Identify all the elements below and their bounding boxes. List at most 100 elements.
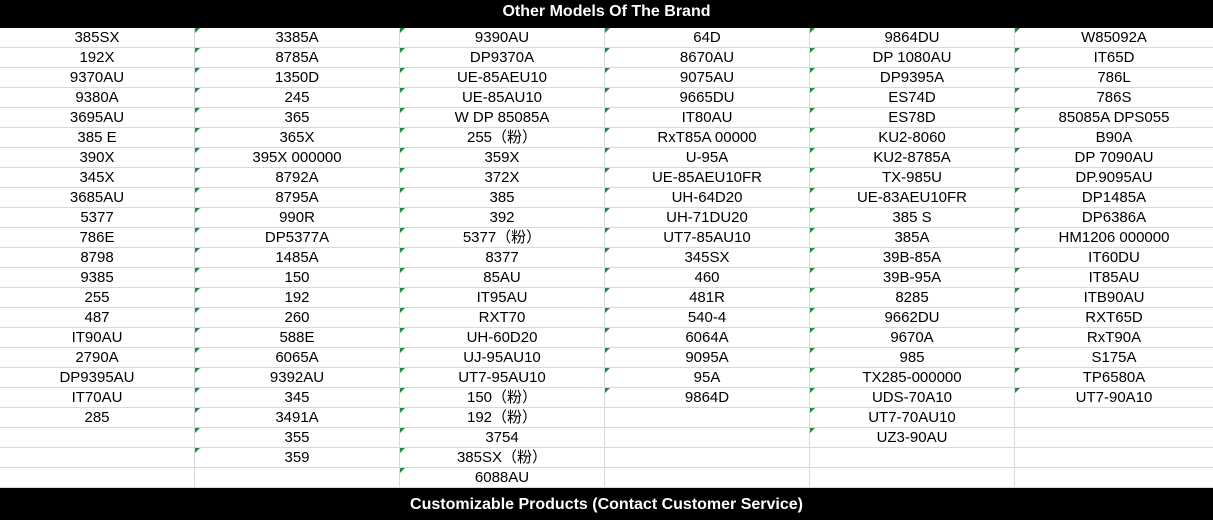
table-cell: [1015, 408, 1213, 428]
table-cell: 192（粉）: [400, 408, 605, 428]
table-cell: DP9395AU: [0, 368, 195, 388]
table-cell: [1015, 428, 1213, 448]
table-cell: RxT85A 00000: [605, 128, 810, 148]
table-cell: 9665DU: [605, 88, 810, 108]
table-cell: 3695AU: [0, 108, 195, 128]
table-cell: 365: [195, 108, 400, 128]
table-cell: ITB90AU: [1015, 288, 1213, 308]
table-cell: DP5377A: [195, 228, 400, 248]
table-cell: 460: [605, 268, 810, 288]
table-cell: DP1485A: [1015, 188, 1213, 208]
table-cell: UH-64D20: [605, 188, 810, 208]
table-cell: B90A: [1015, 128, 1213, 148]
table-cell: 6088AU: [400, 468, 605, 488]
table-cell: 359X: [400, 148, 605, 168]
table-cell: 255: [0, 288, 195, 308]
table-cell: 390X: [0, 148, 195, 168]
table-cell: 85AU: [400, 268, 605, 288]
table-cell: 8792A: [195, 168, 400, 188]
table-cell: [1015, 468, 1213, 488]
table-cell: UE-83AEU10FR: [810, 188, 1015, 208]
table-cell: UH-71DU20: [605, 208, 810, 228]
table-cell: RXT65D: [1015, 308, 1213, 328]
table-cell: 385 E: [0, 128, 195, 148]
table-cell: 9380A: [0, 88, 195, 108]
table-cell: U-95A: [605, 148, 810, 168]
table-cell: 9392AU: [195, 368, 400, 388]
table-cell: UT7-70AU10: [810, 408, 1015, 428]
table-cell: [810, 448, 1015, 468]
table-cell: 8670AU: [605, 48, 810, 68]
table-cell: 395X 000000: [195, 148, 400, 168]
table-cell: KU2-8060: [810, 128, 1015, 148]
table-cell: 39B-85A: [810, 248, 1015, 268]
table-cell: UH-60D20: [400, 328, 605, 348]
table-cell: [1015, 448, 1213, 468]
table-cell: 385 S: [810, 208, 1015, 228]
table-cell: [605, 408, 810, 428]
table-cell: 150: [195, 268, 400, 288]
table-cell: 392: [400, 208, 605, 228]
table-cell: 385SX（粉）: [400, 448, 605, 468]
table-cell: UE-85AEU10: [400, 68, 605, 88]
table-cell: W85092A: [1015, 28, 1213, 48]
table-cell: 255（粉）: [400, 128, 605, 148]
table-cell: [605, 428, 810, 448]
models-table: 385SX 3385A 9390AU 64D 9864DU W85092A 192X 8785…: [0, 28, 1213, 488]
table-cell: 2790A: [0, 348, 195, 368]
table-cell: 540-4: [605, 308, 810, 328]
table-cell: 9075AU: [605, 68, 810, 88]
table-cell: IT65D: [1015, 48, 1213, 68]
table-cell: IT60DU: [1015, 248, 1213, 268]
table-cell: 385SX: [0, 28, 195, 48]
table-cell: 6065A: [195, 348, 400, 368]
table-cell: 6064A: [605, 328, 810, 348]
table-cell: 345SX: [605, 248, 810, 268]
table-cell: 285: [0, 408, 195, 428]
table-cell: 9864DU: [810, 28, 1015, 48]
table-cell: 39B-95A: [810, 268, 1015, 288]
table-cell: DP 7090AU: [1015, 148, 1213, 168]
table-cell: IT90AU: [0, 328, 195, 348]
table-cell: 1350D: [195, 68, 400, 88]
table-cell: 9390AU: [400, 28, 605, 48]
header-banner: Other Models Of The Brand: [0, 0, 1213, 28]
table-cell: UDS-70A10: [810, 388, 1015, 408]
table-cell: 487: [0, 308, 195, 328]
table-cell: IT95AU: [400, 288, 605, 308]
table-cell: 95A: [605, 368, 810, 388]
table-cell: 3685AU: [0, 188, 195, 208]
table-cell: 355: [195, 428, 400, 448]
table-cell: 260: [195, 308, 400, 328]
table-cell: 3385A: [195, 28, 400, 48]
table-cell: 9670A: [810, 328, 1015, 348]
table-cell: 385A: [810, 228, 1015, 248]
table-cell: 8798: [0, 248, 195, 268]
table-cell: 990R: [195, 208, 400, 228]
table-cell: KU2-8785A: [810, 148, 1015, 168]
table-cell: 786S: [1015, 88, 1213, 108]
table-cell: 192X: [0, 48, 195, 68]
table-cell: 8785A: [195, 48, 400, 68]
table-cell: 8377: [400, 248, 605, 268]
table-cell: ES78D: [810, 108, 1015, 128]
table-cell: IT85AU: [1015, 268, 1213, 288]
table-cell: [605, 468, 810, 488]
table-cell: [605, 448, 810, 468]
table-cell: 3491A: [195, 408, 400, 428]
table-cell: DP.9095AU: [1015, 168, 1213, 188]
table-cell: IT70AU: [0, 388, 195, 408]
table-cell: UE-85AEU10FR: [605, 168, 810, 188]
table-cell: 9864D: [605, 388, 810, 408]
table-cell: ES74D: [810, 88, 1015, 108]
table-cell: 359: [195, 448, 400, 468]
footer-title: Customizable Products (Contact Customer …: [410, 496, 803, 513]
table-cell: 150（粉）: [400, 388, 605, 408]
table-cell: 372X: [400, 168, 605, 188]
table-cell: 3754: [400, 428, 605, 448]
table-cell: TP6580A: [1015, 368, 1213, 388]
table-cell: 985: [810, 348, 1015, 368]
table-cell: 345: [195, 388, 400, 408]
table-cell: RxT90A: [1015, 328, 1213, 348]
table-cell: [0, 448, 195, 468]
